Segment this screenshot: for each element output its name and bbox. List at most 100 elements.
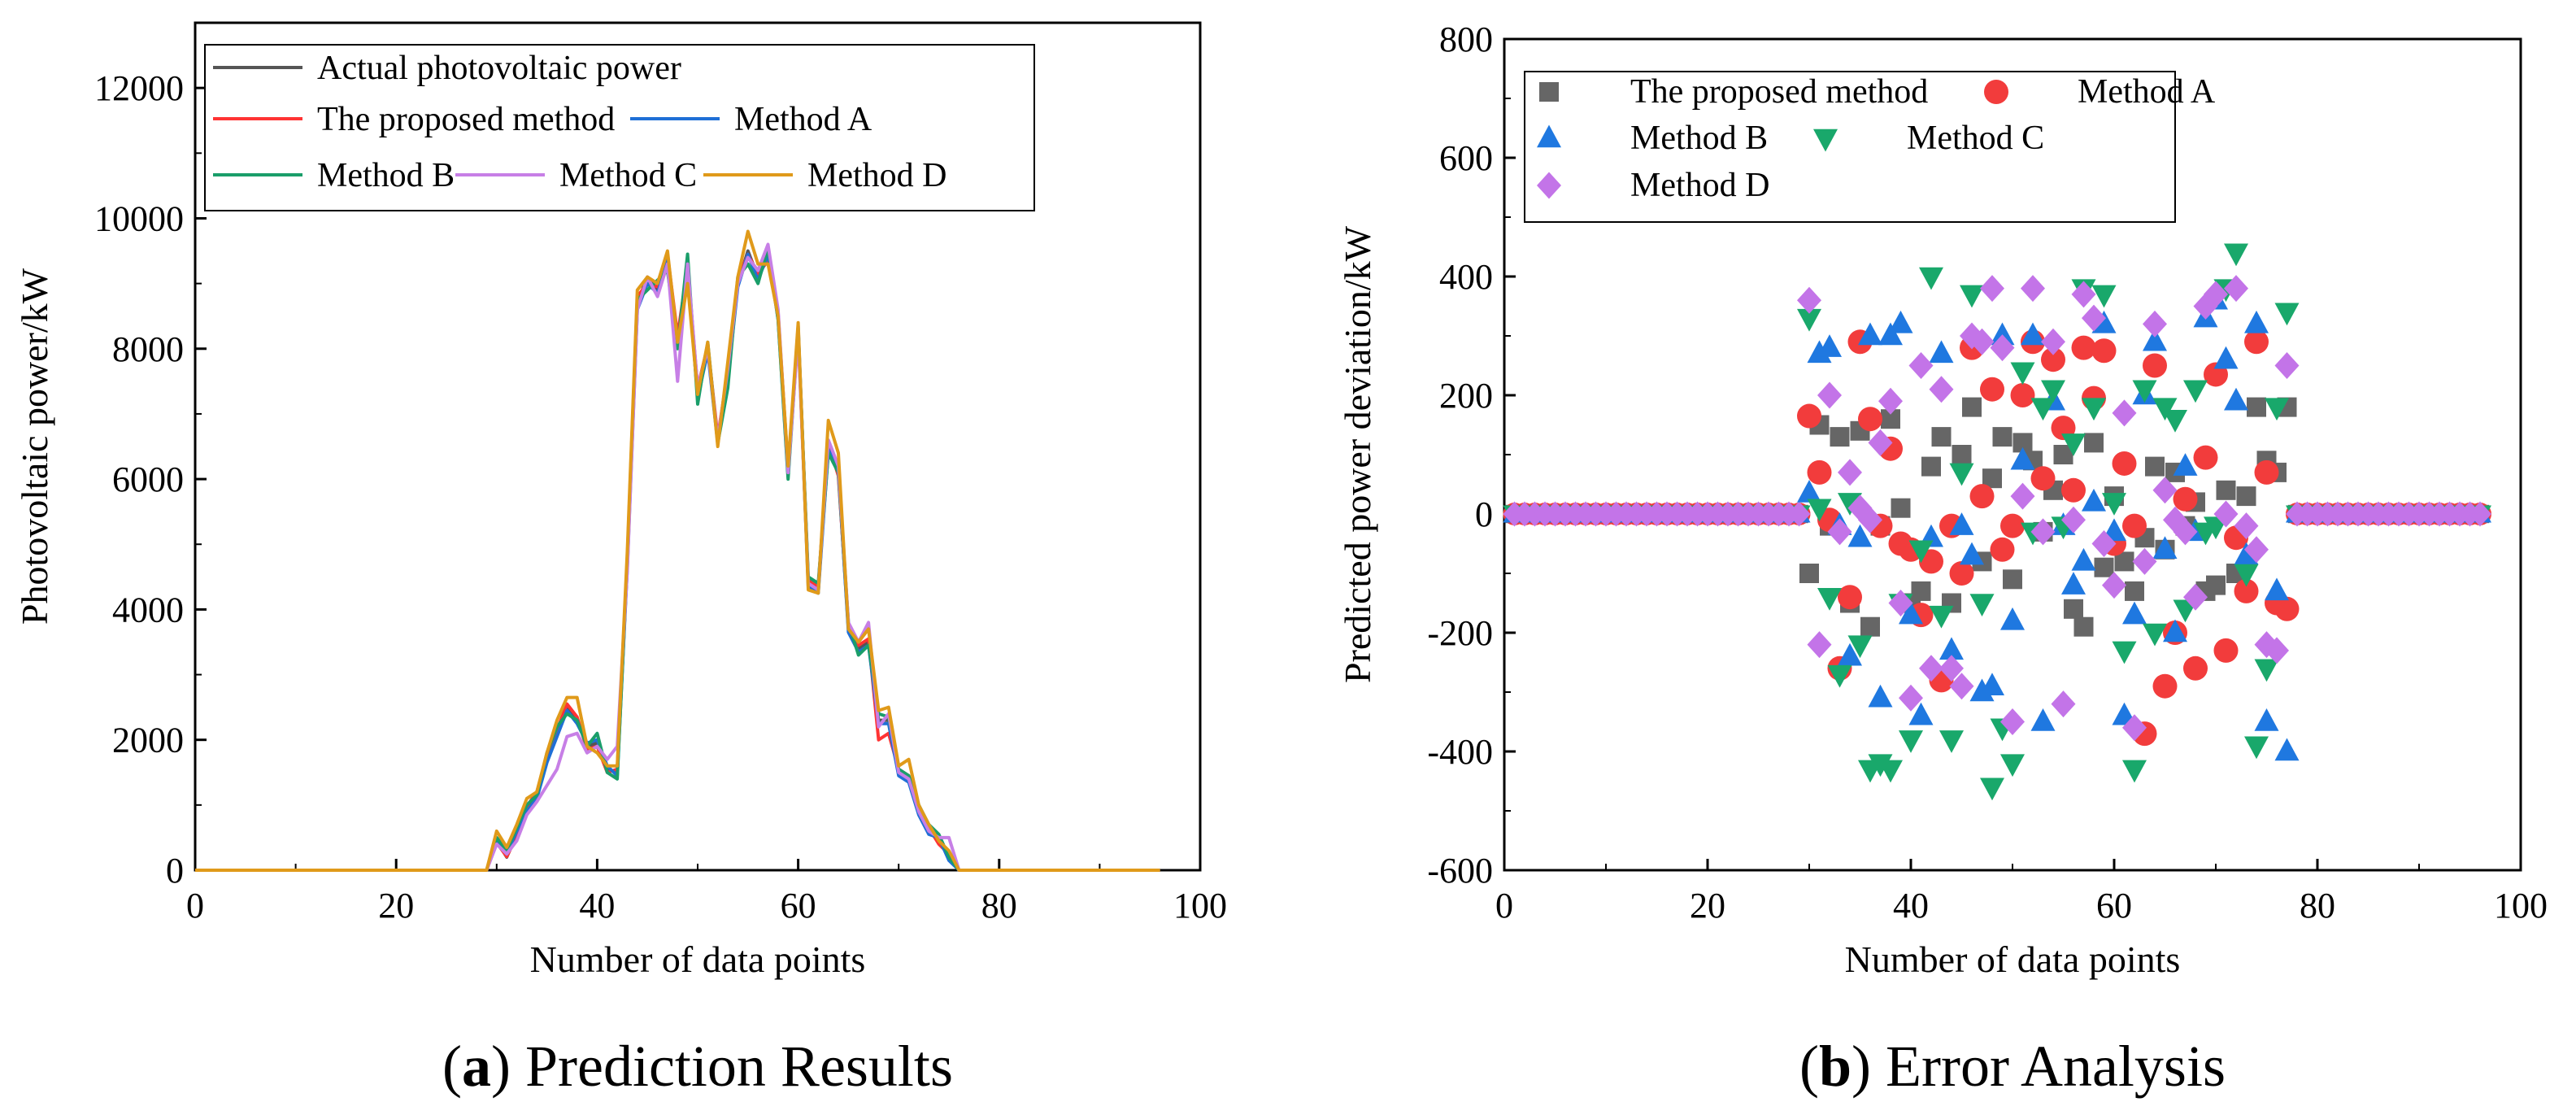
point-the-proposed-method	[2064, 599, 2083, 619]
y-tick-label-b: 200	[1439, 376, 1493, 416]
point-method-d	[1939, 655, 1964, 682]
point-method-b	[1797, 479, 1821, 503]
y-tick-label-b: 0	[1475, 494, 1493, 534]
point-method-b	[2213, 346, 2239, 369]
point-the-proposed-method	[1921, 456, 1941, 477]
point-method-a	[2193, 445, 2218, 470]
point-method-c	[2274, 303, 2300, 326]
point-method-a	[2213, 638, 2239, 663]
point-method-a	[1969, 484, 1995, 509]
point-method-b	[2082, 488, 2106, 512]
point-method-a	[2274, 596, 2300, 621]
x-tick-label-b: 40	[1893, 886, 1929, 926]
point-method-d	[2244, 536, 2269, 564]
point-method-d	[1868, 429, 1893, 456]
point-method-a	[2112, 451, 2137, 476]
y-tick-label-a: 10000	[94, 198, 184, 238]
point-method-a	[1990, 537, 2015, 562]
x-tick-label-b: 80	[2300, 886, 2335, 926]
point-method-b	[2254, 708, 2279, 731]
point-method-a	[2234, 578, 2259, 603]
point-method-b	[1888, 310, 1913, 333]
legend-label-b: Method C	[1907, 120, 2044, 157]
point-method-c	[2254, 659, 2279, 682]
point-method-b	[1990, 322, 2015, 346]
y-tick-label-a: 8000	[112, 329, 184, 369]
scatter-points-b	[1503, 243, 2491, 801]
point-method-c	[1878, 760, 1903, 783]
line-method-d	[195, 229, 1160, 872]
point-the-proposed-method	[2073, 616, 2094, 637]
point-the-proposed-method	[1992, 427, 2012, 447]
point-method-c	[1827, 664, 1852, 688]
point-method-d	[1797, 286, 1821, 314]
point-method-b	[2071, 547, 2096, 571]
legend-box-b	[1524, 71, 2176, 223]
point-the-proposed-method	[2125, 581, 2144, 601]
point-method-d	[1949, 673, 1974, 700]
x-tick-label-a: 100	[1173, 886, 1227, 926]
point-method-d	[2091, 530, 2117, 557]
legend-label-a: Method D	[807, 157, 947, 194]
caption-b: (b) Error Analysis	[1799, 1034, 2226, 1099]
panel-prediction-results: 0 2000 4000 6000 8000 10000 12000 0 20 40 60 80 100…	[14, 21, 1227, 1099]
point-method-b	[1868, 684, 1893, 708]
point-method-c	[2152, 398, 2178, 421]
legend-label-b: Method D	[1630, 167, 1770, 204]
point-method-c	[1949, 463, 1974, 486]
x-tick-label-b: 60	[2096, 886, 2132, 926]
y-axis-label-b: Predicted power deviation/kW	[1337, 225, 1378, 683]
point-method-b	[1847, 524, 1873, 547]
point-method-d	[1919, 655, 1943, 682]
point-method-d	[2274, 352, 2300, 379]
point-method-b	[1960, 542, 1984, 565]
caption-b-text: Error Analysis	[1886, 1034, 2226, 1099]
point-method-d	[2143, 310, 2167, 338]
point-method-c	[1929, 605, 1954, 629]
point-the-proposed-method	[2145, 456, 2165, 477]
point-method-a	[2071, 335, 2096, 360]
legend-marker-b	[1537, 172, 1561, 199]
point-method-b	[1899, 601, 1923, 625]
point-the-proposed-method	[1962, 397, 1982, 417]
point-method-a	[2010, 383, 2035, 407]
point-method-c	[1899, 730, 1923, 753]
point-method-a	[2091, 338, 2117, 364]
point-the-proposed-method	[2084, 433, 2104, 453]
point-zero-diamond	[1787, 501, 1811, 527]
y-ticks-a: 0 2000 4000 6000 8000 10000 12000	[94, 68, 207, 891]
y-tick-label-b: 800	[1439, 20, 1493, 59]
point-method-d	[2021, 275, 2045, 303]
point-method-b	[1807, 340, 1832, 364]
x-ticks-a: 0 20 40 60 80 100	[186, 859, 1227, 926]
point-method-a	[2000, 513, 2025, 538]
y-ticks-b: -600 -400 -200 0 200 400 600 800	[1427, 20, 1516, 891]
y-tick-label-a: 12000	[94, 68, 184, 108]
point-method-c	[2010, 362, 2035, 385]
legend-items-b: The proposed method Method A Method B Metho…	[1537, 73, 2216, 204]
point-method-b	[1939, 637, 1964, 660]
point-method-c	[1838, 493, 1862, 516]
point-method-c	[2183, 380, 2208, 403]
y-axis-label-a: Photovoltaic power/kW	[14, 268, 55, 625]
point-method-c	[1980, 777, 2004, 801]
point-method-d	[2082, 304, 2106, 332]
line-series-a	[195, 229, 1160, 872]
legend-label-b: Method B	[1630, 120, 1768, 157]
point-method-b	[1908, 702, 1934, 725]
point-method-b	[2143, 328, 2167, 351]
point-method-d	[2234, 512, 2259, 540]
point-method-d	[2213, 500, 2239, 528]
legend-marker-b	[1813, 128, 1838, 152]
x-ticks-b: 0 20 40 60 80 100	[1495, 859, 2548, 926]
y-tick-label-b: -600	[1427, 851, 1493, 891]
x-axis-label-b: Number of data points	[1845, 939, 2181, 980]
point-method-b	[2030, 708, 2056, 731]
point-method-d	[1990, 334, 2015, 362]
point-method-b	[1980, 673, 2004, 695]
point-method-b	[2224, 387, 2248, 411]
point-method-c	[2244, 736, 2269, 760]
point-method-c	[1807, 499, 1832, 522]
point-method-d	[2071, 281, 2096, 308]
point-method-b	[1969, 678, 1995, 702]
